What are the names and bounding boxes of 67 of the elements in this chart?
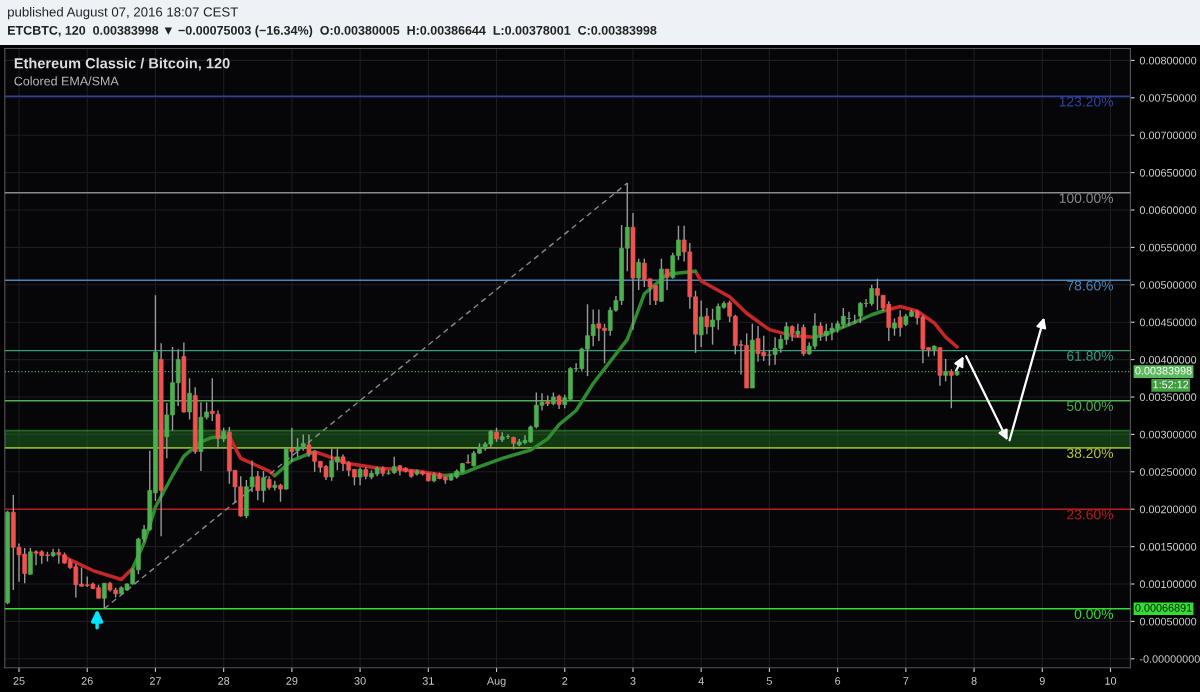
y-tick-label: 0.00150000 [1139,542,1197,551]
candlestick [272,480,278,492]
y-tick-label: -0.00000000 [1139,655,1200,663]
x-tick-label: 7 [903,677,909,685]
x-tick-label: 2 [562,677,568,685]
y-tick-label: 0.00550000 [1139,243,1197,252]
candlestick [209,377,215,422]
candlestick [795,323,801,338]
candlestick [101,582,107,610]
candlestick [943,358,948,382]
y-tick-label: 0.00600000 [1139,206,1197,215]
text: 1:52:12 [1153,380,1189,389]
ref-line-label: 0.00066891 [1135,604,1192,612]
x-tick-label: 27 [149,677,161,685]
x-tick-label: 10 [1105,677,1117,685]
x-tick-label: 6 [835,677,841,685]
candlestick [636,257,641,291]
candlestick [28,547,33,575]
text: ETCBTC, 120 0.00383998 ▼ −0.00075003 (−16.34%) O:0.00380005 H:0.00386644 L:0.00378001 C:0.00383998 [8,25,657,38]
annotation: 78.60% [1067,280,1114,291]
candlestick [261,470,266,504]
candlestick [704,307,710,335]
y-tick-label: 0.00300000 [1139,430,1197,439]
y-tick-label: 0.00200000 [1139,505,1197,514]
x-tick-label: 5 [766,677,772,685]
x-tick-label: 8 [971,677,977,685]
candlestick [897,309,903,338]
x-tick-label: 26 [81,677,93,685]
candlestick [698,299,704,348]
annotation: 23.60% [1067,509,1114,520]
annotation: 38.20% [1066,448,1114,459]
candlestick [818,321,823,342]
y-tick-label: 0.00750000 [1139,94,1197,102]
annotation: 123.20% [1059,96,1114,107]
y-tick-label: 0.00100000 [1139,580,1197,589]
annotation: 50.00% [1066,401,1114,411]
candlestick [215,409,221,450]
y-tick-label: 0.00800000 [1139,56,1197,65]
y-tick-label: 0.00050000 [1139,617,1197,626]
y-tick-label: 0.00400000 [1139,355,1197,364]
y-tick-label: 0.00250000 [1139,468,1197,476]
text: published August 07, 2016 18:07 CEST [8,6,238,20]
y-tick-label: 0.00650000 [1139,168,1197,177]
x-tick-label: 29 [286,677,298,685]
text: Ethereum Classic / Bitcoin, 120 [14,57,230,71]
x-tick-label: 25 [13,677,25,685]
x-tick-label: 4 [698,677,704,685]
text: Colored EMA/SMA [14,76,119,86]
y-tick-label: 0.00450000 [1139,318,1197,327]
y-tick-label: 0.00700000 [1139,131,1197,140]
annotation: 0.00% [1074,609,1114,619]
candlestick [664,268,670,291]
y-tick-label: 0.00350000 [1139,393,1197,402]
x-tick-label: 28 [218,677,230,685]
ref-line-label: 0.00383998 [1135,366,1192,375]
candlestick [289,426,295,463]
candlestick [948,368,954,409]
x-tick-label: Aug [486,677,506,687]
annotation: 61.80% [1067,351,1114,361]
candlestick [465,453,471,465]
x-tick-label: 31 [422,677,434,685]
x-tick-label: 30 [354,677,366,685]
annotation: 100.00% [1059,193,1114,203]
candlestick [255,470,261,501]
x-tick-label: 3 [630,677,636,685]
x-tick-label: 9 [1039,677,1045,685]
y-tick-label: 0.00500000 [1139,281,1197,289]
